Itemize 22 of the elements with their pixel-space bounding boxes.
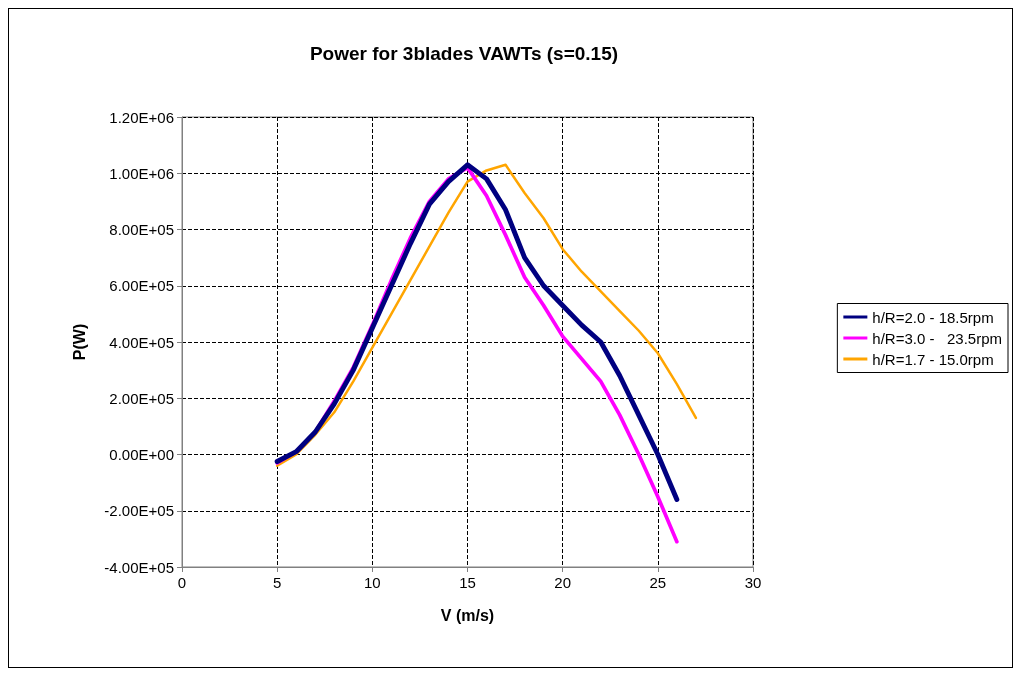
y-tick-label: 6.00E+05 — [109, 277, 174, 295]
x-axis-title: V (m/s) — [440, 606, 495, 624]
x-tick-label: 15 — [459, 574, 476, 591]
y-tick-label: -4.00E+05 — [104, 558, 174, 576]
legend-label: h/R=1.7 - 15.0rpm — [872, 350, 994, 368]
legend-label: h/R=3.0 - 23.5rpm — [872, 329, 1003, 347]
y-tick-label: 2.00E+05 — [109, 389, 174, 407]
legend-label: h/R=2.0 - 18.5rpm — [872, 308, 994, 326]
x-tick-label: 0 — [177, 574, 187, 591]
x-tick-label: 30 — [744, 574, 762, 591]
y-tick-label: 1.20E+06 — [109, 108, 174, 126]
y-tick-label: 0.00E+00 — [109, 446, 174, 463]
x-tick-label: 20 — [554, 574, 572, 591]
chart-title: Power for 3blades VAWTs (s=0.15) — [309, 43, 619, 64]
y-tick-label: 1.00E+06 — [109, 164, 174, 182]
y-tick-label: 4.00E+05 — [109, 333, 174, 351]
y-tick-label: 8.00E+05 — [109, 221, 174, 238]
x-tick-label: 10 — [363, 574, 381, 591]
y-axis-title: P(W) — [70, 323, 88, 361]
x-tick-label: 25 — [649, 574, 667, 591]
x-tick-label: 5 — [272, 574, 282, 591]
y-tick-label: -2.00E+05 — [104, 502, 174, 520]
